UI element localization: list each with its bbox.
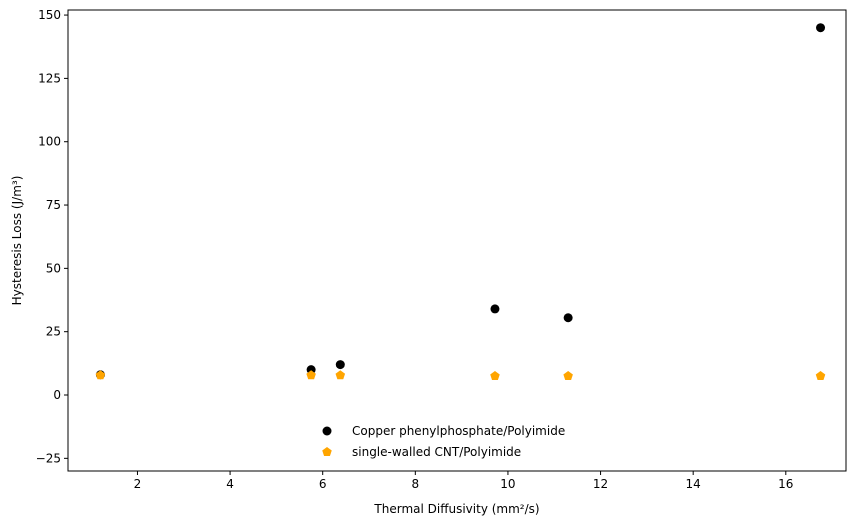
plot-area	[67, 9, 847, 472]
legend-marker-swcnt	[322, 447, 332, 457]
swcnt-point	[815, 371, 826, 381]
copper-phenylphosphate-point	[816, 23, 826, 33]
x-axis-title: Thermal Diffusivity (mm²/s)	[373, 502, 539, 516]
swcnt-point	[490, 371, 500, 381]
swcnt-point	[306, 370, 316, 380]
legend-label: single-walled CNT/Polyimide	[352, 445, 521, 459]
y-tick-label: 25	[46, 325, 61, 339]
swcnt-point	[563, 371, 573, 381]
x-tick-label: 10	[500, 477, 515, 491]
legend-marker-copper	[322, 426, 332, 436]
x-tick-label: 2	[134, 477, 142, 491]
x-tick-label: 12	[593, 477, 608, 491]
swcnt-point	[335, 370, 346, 380]
legend-label: Copper phenylphosphate/Polyimide	[352, 424, 565, 438]
y-tick-label: −25	[36, 451, 61, 465]
y-tick-label: 75	[46, 198, 61, 212]
x-tick-label: 6	[319, 477, 327, 491]
x-tick-label: 8	[412, 477, 420, 491]
y-tick-label: 100	[38, 135, 61, 149]
copper-phenylphosphate-point	[490, 304, 500, 314]
y-tick-label: 50	[46, 261, 61, 275]
y-tick-label: 0	[53, 388, 61, 402]
y-axis-title: Hysteresis Loss (J/m³)	[10, 176, 24, 306]
x-tick-label: 4	[226, 477, 234, 491]
x-tick-label: 16	[778, 477, 793, 491]
y-tick-label: 150	[38, 8, 61, 22]
copper-phenylphosphate-point	[563, 313, 573, 323]
x-tick-label: 14	[686, 477, 701, 491]
axis-ticks: 2 4 6 8 10 12 14 16 −25 0 25 50 75 100 125 150	[36, 8, 794, 491]
swcnt-point	[95, 370, 106, 380]
y-tick-label: 125	[38, 71, 61, 85]
copper-phenylphosphate-point	[335, 360, 345, 370]
legend: Copper phenylphosphate/Polyimide single-w…	[322, 424, 565, 459]
data-markers	[95, 23, 826, 381]
axes-frame	[67, 9, 847, 472]
